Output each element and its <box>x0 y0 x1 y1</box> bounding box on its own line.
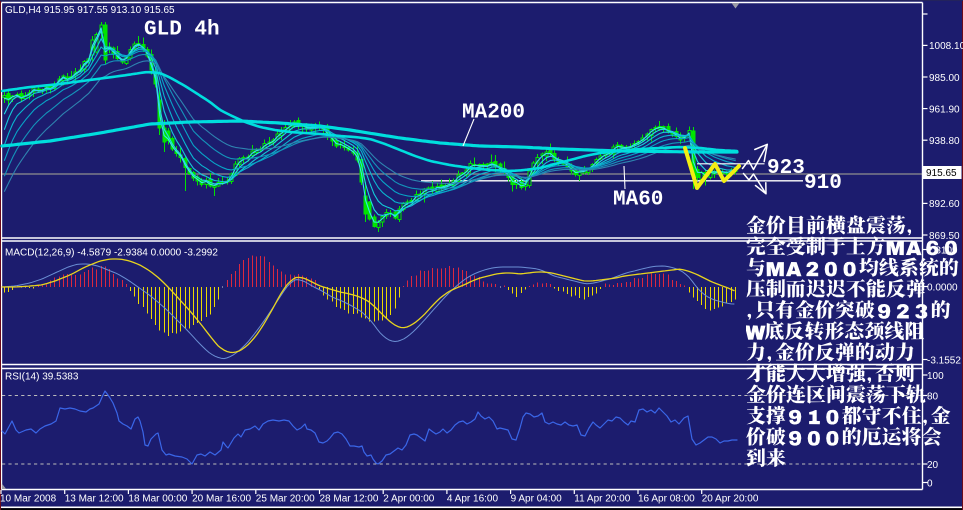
svg-text:869.50: 869.50 <box>929 231 960 242</box>
svg-text:0.0000: 0.0000 <box>927 282 958 293</box>
svg-text:938.80: 938.80 <box>929 136 960 147</box>
svg-text:910: 910 <box>804 172 842 195</box>
svg-text:1008.10: 1008.10 <box>929 41 963 52</box>
svg-text:985.00: 985.00 <box>929 73 960 84</box>
svg-text:0: 0 <box>927 478 933 489</box>
svg-text:100: 100 <box>927 371 944 382</box>
svg-text:10 Mar 2008: 10 Mar 2008 <box>0 494 57 505</box>
svg-text:GLD,H4 915.95 917.55 913.10 9: GLD,H4 915.95 917.55 913.10 915.65 <box>5 5 175 16</box>
svg-text:2 Apr 00:00: 2 Apr 00:00 <box>383 494 435 505</box>
svg-text:20 Mar 16:00: 20 Mar 16:00 <box>192 494 251 505</box>
svg-text:18 Mar 00:00: 18 Mar 00:00 <box>128 494 187 505</box>
svg-text:80: 80 <box>927 391 939 402</box>
svg-text:20 Apr 20:00: 20 Apr 20:00 <box>702 494 759 505</box>
svg-text:961.90: 961.90 <box>929 104 960 115</box>
svg-text:MA200: MA200 <box>462 102 525 125</box>
svg-text:915.65: 915.65 <box>926 168 957 179</box>
svg-text:13 Mar 12:00: 13 Mar 12:00 <box>65 494 124 505</box>
svg-text:11 Apr 20:00: 11 Apr 20:00 <box>574 494 630 505</box>
svg-text:9 Apr 04:00: 9 Apr 04:00 <box>511 494 563 505</box>
svg-text:28 Mar 12:00: 28 Mar 12:00 <box>320 494 379 505</box>
svg-text:MACD(12,26,9) -4.5879 -2.9384: MACD(12,26,9) -4.5879 -2.9384 0.0000 -3.… <box>5 248 218 259</box>
svg-text:25 Mar 20:00: 25 Mar 20:00 <box>256 494 315 505</box>
svg-text:4 Apr 16:00: 4 Apr 16:00 <box>447 494 499 505</box>
svg-text:20: 20 <box>927 460 939 471</box>
svg-text:MA60: MA60 <box>613 189 663 212</box>
svg-text:GLD 4h: GLD 4h <box>144 19 220 42</box>
svg-text:-3.1552: -3.1552 <box>927 355 961 366</box>
svg-text:892.60: 892.60 <box>929 199 960 210</box>
svg-text:16 Apr 08:00: 16 Apr 08:00 <box>638 494 695 505</box>
svg-text:RSI(14) 39.5383: RSI(14) 39.5383 <box>5 372 79 383</box>
svg-text:2.8109: 2.8109 <box>927 245 958 256</box>
svg-text:923: 923 <box>767 157 805 180</box>
